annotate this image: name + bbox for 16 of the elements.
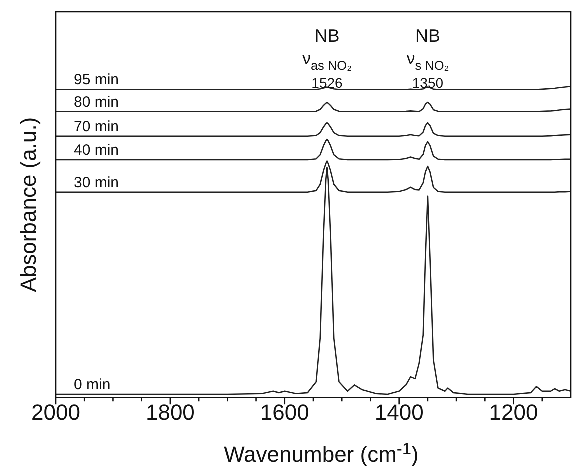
text: NB bbox=[415, 26, 440, 46]
annotation: 1350 bbox=[412, 75, 444, 91]
series-label: 95 min bbox=[74, 72, 120, 89]
x-tick-label: 1600 bbox=[260, 400, 310, 425]
annotation: 1526 bbox=[312, 75, 344, 91]
x-tick-label: 1400 bbox=[374, 400, 424, 425]
x-tick-label: 2000 bbox=[32, 400, 80, 425]
series-label: 80 min bbox=[74, 94, 120, 111]
text: NB bbox=[314, 26, 340, 46]
series-label: 0 min bbox=[74, 376, 111, 394]
series-label: 70 min bbox=[74, 118, 120, 136]
x-tick-label: 1800 bbox=[146, 400, 195, 425]
y-axis-title: Absorbance (a.u.) bbox=[16, 117, 41, 292]
series-label: 30 min bbox=[74, 174, 120, 192]
x-tick-label: 1200 bbox=[489, 400, 538, 425]
series-label: 40 min bbox=[74, 142, 120, 160]
